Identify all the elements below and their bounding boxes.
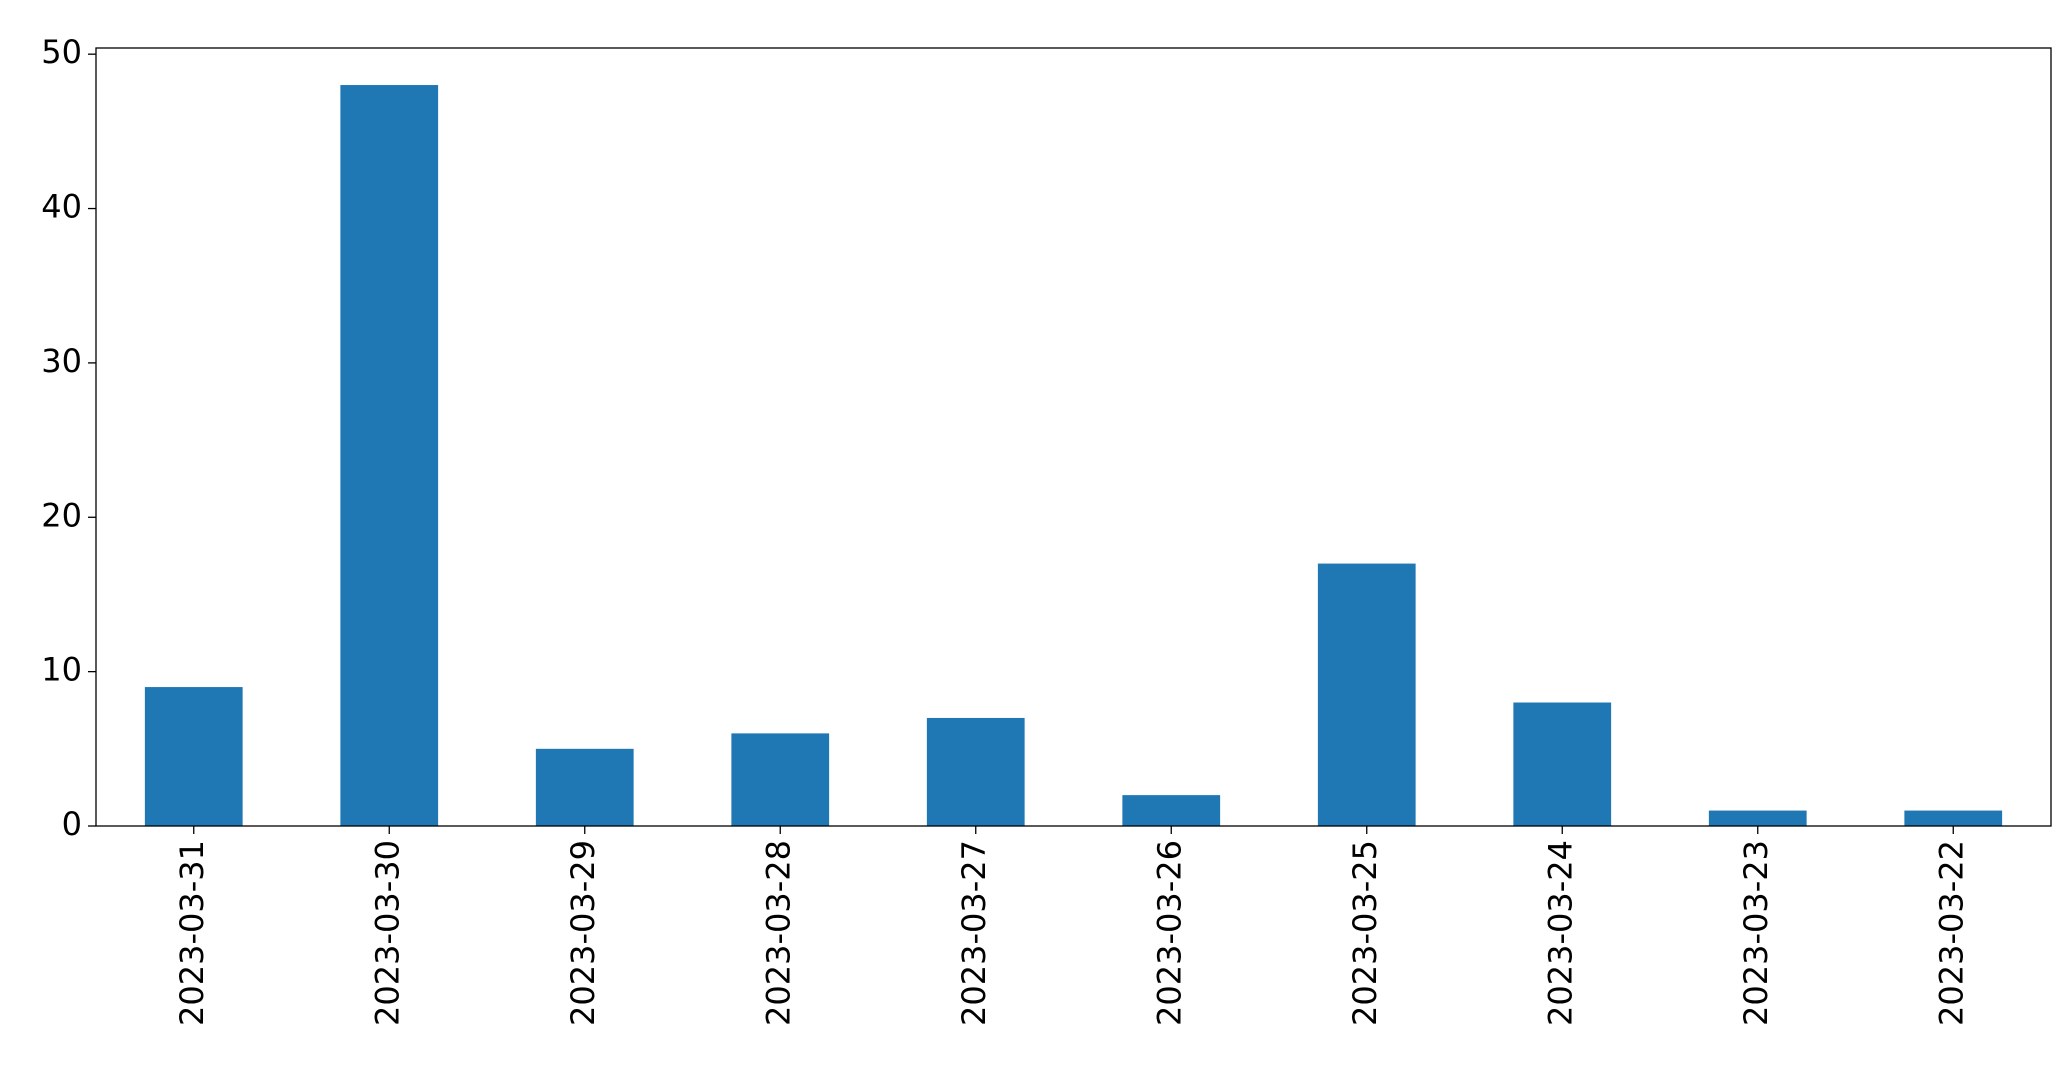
- x-tick-label: 2023-03-31: [173, 840, 211, 1026]
- y-tick-label: 20: [41, 496, 82, 534]
- y-tick-label: 10: [41, 651, 82, 689]
- plot-frame: [95, 47, 2052, 827]
- x-tick-label: 2023-03-22: [1932, 840, 1970, 1026]
- bar: [1904, 810, 2003, 826]
- bar: [731, 733, 830, 826]
- bar: [1122, 795, 1221, 826]
- y-tick-label: 50: [41, 33, 82, 71]
- x-tick-label: 2023-03-27: [955, 840, 993, 1026]
- x-tick-label: 2023-03-25: [1346, 840, 1384, 1026]
- x-tick-label: 2023-03-23: [1737, 840, 1775, 1026]
- bar: [1708, 810, 1807, 826]
- x-tick-label: 2023-03-29: [564, 840, 602, 1026]
- x-tick-label: 2023-03-28: [759, 840, 797, 1026]
- x-tick-label: 2023-03-26: [1150, 840, 1188, 1026]
- bar: [340, 85, 439, 827]
- y-tick-label: 0: [62, 805, 82, 843]
- x-tick-label: 2023-03-30: [368, 840, 406, 1026]
- x-tick-label: 2023-03-24: [1541, 840, 1579, 1026]
- bar: [144, 687, 243, 826]
- bar: [926, 717, 1025, 826]
- bar: [535, 748, 634, 826]
- bar: [1317, 563, 1416, 826]
- bar: [1513, 702, 1612, 826]
- y-tick-label: 40: [41, 188, 82, 226]
- y-tick-label: 30: [41, 342, 82, 380]
